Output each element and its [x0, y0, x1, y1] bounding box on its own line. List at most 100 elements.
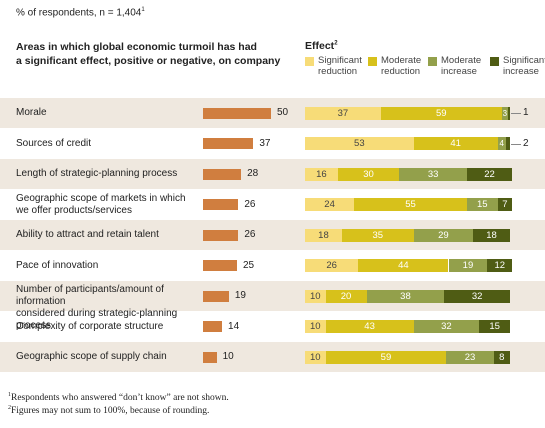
- segment-label: 41: [450, 138, 461, 149]
- category-label-line: Morale: [16, 107, 47, 118]
- legend-label: Significant increase: [503, 55, 545, 77]
- stack-segment: [497, 137, 506, 150]
- effect-value: 28: [247, 168, 259, 179]
- stack-segment: [305, 228, 342, 242]
- stack-segment: [493, 350, 510, 364]
- segment-label: 24: [324, 199, 335, 210]
- effect-bar: [203, 199, 239, 210]
- stack-segment: [507, 106, 510, 120]
- segment-label: 53: [354, 138, 365, 149]
- stack-segment: [497, 198, 513, 211]
- stack-segment: [479, 320, 510, 333]
- stack-segment: [305, 167, 338, 181]
- effect-bar: [203, 168, 242, 180]
- segment-leader-line: [511, 143, 521, 145]
- legend-label-line: Moderate: [441, 55, 482, 66]
- category-label-line: Geographic scope of markets in which: [16, 192, 186, 204]
- legend-label: Moderate increase: [441, 55, 481, 77]
- stack-segment: [444, 289, 510, 303]
- category-label: Ability to attract and retain talent: [16, 229, 206, 241]
- segment-label: 20: [340, 290, 352, 302]
- footnote-1: 1Respondents who answered “don’t know” a…: [8, 392, 229, 404]
- segment-label: 3: [502, 108, 508, 118]
- category-label-line: Sources of credit: [16, 137, 92, 149]
- effect-bar: [203, 260, 237, 271]
- stack-segment: [305, 350, 326, 364]
- legend-label-line: increase: [441, 66, 477, 77]
- stack-segment: [337, 167, 400, 181]
- category-label: Sources of credit: [16, 138, 206, 150]
- effect-bar: [203, 321, 223, 332]
- stack-segment: [501, 106, 508, 120]
- category-label-line: Length of strategic-planning process: [16, 168, 178, 179]
- segment-label: 18: [486, 229, 497, 241]
- stack-segment: [399, 167, 467, 181]
- stack-segment: [466, 198, 498, 211]
- stack-segment: [487, 259, 513, 272]
- segment-label: 18: [318, 229, 329, 241]
- stack-segment: [466, 167, 513, 181]
- segment-label: 26: [326, 260, 337, 271]
- stack-segment: [341, 228, 414, 242]
- category-label: Number of participants/amount of informa…: [16, 284, 206, 332]
- segment-label: 15: [489, 321, 500, 332]
- segment-label: 4: [499, 139, 504, 148]
- segment-label: 29: [438, 229, 449, 241]
- segment-label: 8: [499, 351, 505, 363]
- segment-label: 23: [464, 351, 476, 363]
- stack-segment: [325, 320, 414, 333]
- segment-label: 1: [523, 107, 529, 118]
- category-label: Geographic scope of markets in which we o…: [16, 193, 206, 217]
- segment-label: 30: [363, 168, 374, 180]
- stack-segment: [305, 106, 381, 120]
- category-label-line: Complexity of corporate structure: [16, 320, 164, 332]
- segment-label: 32: [471, 290, 483, 302]
- segment-label: 22: [484, 168, 495, 180]
- legend-swatch: [368, 57, 377, 66]
- category-label: Pace of innovation: [16, 260, 206, 272]
- legend-label: Moderate reduction: [381, 55, 421, 77]
- legend-label-line: increase: [503, 66, 539, 77]
- legend-swatch: [428, 57, 437, 66]
- segment-label: 33: [427, 168, 439, 180]
- category-label: Complexity of corporate structure: [16, 321, 206, 333]
- effect-value: 14: [228, 320, 240, 332]
- category-label: Morale: [16, 107, 206, 119]
- effect-value: 26: [244, 229, 256, 240]
- category-label: Length of strategic-planning process: [16, 168, 206, 180]
- legend-label-line: reduction: [381, 66, 421, 77]
- effect-bar: [203, 351, 217, 363]
- category-label-line: Number of participants/amount of informa…: [16, 284, 164, 307]
- stack-segment: [358, 259, 449, 272]
- category-label: Geographic scope of supply chain: [16, 351, 206, 363]
- stack-segment: [305, 289, 326, 303]
- segment-label: 35: [372, 229, 384, 241]
- effect-value: 19: [234, 290, 246, 301]
- stack-segment: [446, 350, 494, 364]
- effect-bar: [203, 290, 229, 302]
- category-label-line: we offer products/services: [16, 204, 132, 216]
- stack-segment: [305, 198, 355, 211]
- segment-label: 44: [398, 260, 409, 271]
- legend-label-line: Significant: [503, 55, 545, 66]
- segment-label: 12: [494, 260, 506, 271]
- segment-label: 43: [364, 321, 375, 332]
- stack-segment: [305, 320, 326, 333]
- stack-segment: [305, 259, 359, 272]
- segment-label: 10: [309, 321, 321, 332]
- stack-segment: [380, 106, 502, 120]
- effect-title: Effect2: [305, 40, 338, 52]
- effect-value: 10: [222, 351, 234, 362]
- legend-label-line: Significant: [318, 55, 362, 66]
- segment-label: 16: [316, 168, 327, 180]
- segment-label: 59: [436, 107, 447, 119]
- stack-segment: [305, 137, 414, 150]
- segment-label: 55: [405, 199, 416, 210]
- legend-swatch: [305, 57, 314, 66]
- legend-label: Significant reduction: [318, 55, 362, 77]
- stack-segment: [325, 289, 367, 303]
- chart-heading: Areas in which global economic turmoil h…: [16, 40, 286, 68]
- effect-value: 26: [244, 198, 256, 210]
- stack-segment: [448, 259, 488, 272]
- effect-value: 50: [277, 107, 289, 118]
